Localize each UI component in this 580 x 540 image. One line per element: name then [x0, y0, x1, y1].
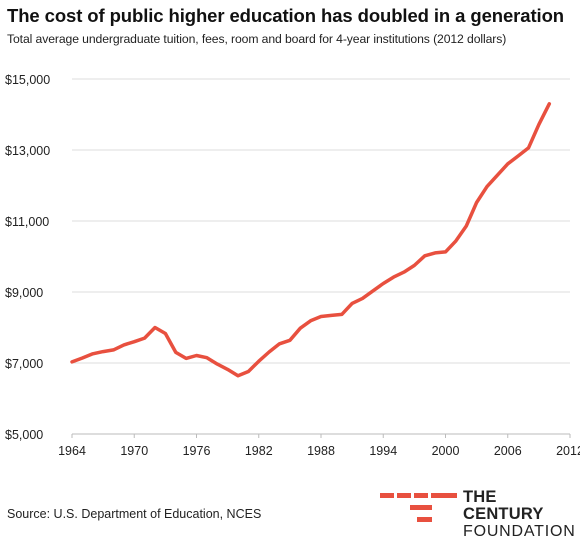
x-tick-label: 1994 [369, 444, 397, 458]
logo-mark-bar [417, 517, 432, 522]
x-tick-label: 2000 [432, 444, 460, 458]
gridlines [72, 78, 570, 364]
chart-subtitle: Total average undergraduate tuition, fee… [7, 32, 507, 46]
x-tick-label: 1982 [245, 444, 273, 458]
y-tick-label: $13,000 [5, 144, 50, 158]
chart-title: The cost of public higher education has … [7, 5, 564, 26]
source-note: Source: U.S. Department of Education, NC… [7, 507, 262, 521]
x-tick-label: 1970 [120, 444, 148, 458]
series-line [70, 102, 552, 378]
x-tick-label: 1988 [307, 444, 335, 458]
century-foundation-logo-mark [380, 493, 457, 522]
y-axis-tick-labels: $5,000 $7,000 $9,000 $11,000 $13,000 $15,000 [5, 73, 50, 442]
y-tick-label: $7,000 [5, 357, 43, 371]
logo-mark-bar [380, 493, 394, 498]
x-tick-label: 1976 [183, 444, 211, 458]
logo-line-2: FOUNDATION [463, 523, 576, 540]
y-tick-label: $15,000 [5, 73, 50, 87]
x-axis-tick-labels: 1964 1970 1976 1982 1988 1994 2000 2006 2012 [58, 434, 580, 458]
x-tick-label: 2012 [556, 444, 580, 458]
logo-mark-bar [414, 493, 428, 498]
series-layer [70, 102, 552, 378]
logo-mark-bar [397, 493, 411, 498]
y-tick-label: $11,000 [5, 215, 49, 229]
line-chart: $5,000$7,000$9,000$11,000$13,000$15,000 … [5, 73, 580, 458]
y-tick-label: $5,000 [5, 428, 43, 442]
logo-mark-bar [410, 505, 432, 510]
y-tick-label: $9,000 [5, 286, 43, 300]
century-foundation-logo-text: THE CENTURY FOUNDATION [463, 489, 580, 540]
logo-line-1: THE CENTURY [463, 488, 544, 523]
x-tick-label: 2006 [494, 444, 522, 458]
x-tick-label: 1964 [58, 444, 86, 458]
logo-mark-bar [431, 493, 457, 498]
